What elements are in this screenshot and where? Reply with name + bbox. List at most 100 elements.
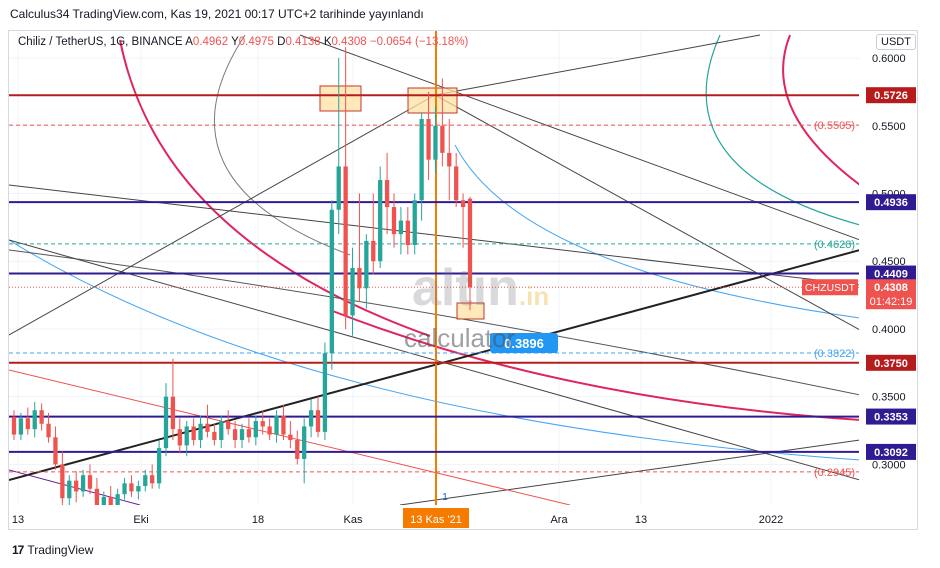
candle-body <box>253 421 258 438</box>
candle-body <box>18 418 24 435</box>
candle-body <box>308 410 314 427</box>
fan-line-4 <box>299 34 859 241</box>
watermark-tld: .in <box>518 281 550 311</box>
footer-brand-name: TradingView <box>27 543 94 557</box>
candle-body <box>343 166 348 316</box>
level-badge <box>866 354 916 371</box>
candle-body <box>378 179 383 262</box>
watermark-sub: calculator <box>404 323 516 353</box>
level-badge <box>866 265 916 282</box>
candle-body <box>156 448 162 484</box>
time-tick-label: 2022 <box>759 514 783 526</box>
candle-body <box>412 200 417 245</box>
fan-line-7 <box>399 439 859 505</box>
level-badge <box>866 194 916 211</box>
candle-body <box>80 475 86 492</box>
candle-body <box>447 152 452 167</box>
price-tick-label: 0.3000 <box>872 459 906 471</box>
candle-body <box>205 423 210 432</box>
candle-body <box>467 198 473 288</box>
candle-body <box>87 475 93 489</box>
fan-line-3 <box>434 34 761 96</box>
date-highlight-label: 13 Kas '21 <box>410 514 462 526</box>
candle-body <box>274 415 279 435</box>
level-badge <box>866 408 916 425</box>
candle-body <box>32 410 37 430</box>
footer-brand[interactable]: 17 TradingView <box>12 543 93 557</box>
watermark-brand-text: altın <box>412 259 519 317</box>
candle-body <box>191 426 196 440</box>
price-tick-label: 0.5500 <box>872 121 906 133</box>
current-price-badge <box>866 279 916 310</box>
level-label-dashed: (0.2945) <box>814 467 855 479</box>
candle-body <box>419 119 424 201</box>
level-label: 0.3092 <box>874 447 908 459</box>
candle-body <box>371 240 376 262</box>
level-label: 0.3353 <box>874 412 908 424</box>
candle-body <box>122 483 127 495</box>
change-value: −0.0654 (−13.18%) <box>369 36 469 48</box>
level-label: 0.4936 <box>874 197 908 209</box>
level-label-dashed: (0.5505) <box>814 120 855 132</box>
time-tick-label: Eki <box>133 514 148 526</box>
candle-body <box>143 475 148 487</box>
candle-body <box>232 429 238 440</box>
candle-body <box>74 480 79 492</box>
time-tick-label: Kas <box>344 514 363 526</box>
countdown-label: 01:42:19 <box>870 296 913 308</box>
candle-body <box>322 353 328 432</box>
level-label-dashed: (0.4628) <box>814 239 855 251</box>
fib-arc-blue <box>9 239 859 461</box>
ohlc-key: K <box>320 36 332 48</box>
candle-body <box>150 475 155 484</box>
candle-body <box>357 268 362 289</box>
candle-body <box>115 494 120 505</box>
candle-body <box>53 437 58 465</box>
candle-body <box>94 488 100 505</box>
candle-body <box>426 119 431 160</box>
candle-body <box>364 240 369 289</box>
candle-body <box>226 421 231 430</box>
candle-body <box>67 480 72 499</box>
candle-body <box>184 426 189 446</box>
candle-body <box>101 496 106 505</box>
candle-body <box>246 429 252 438</box>
candle-body <box>60 464 65 499</box>
ohlc-value: 0.4308 <box>331 36 367 48</box>
fan-line-1 <box>9 94 436 336</box>
ohlc-value: 0.4962 <box>192 36 229 48</box>
ohlc-value: 0.4975 <box>238 36 274 48</box>
highlight-box-top <box>407 87 458 114</box>
ohlc-values: A0.4962 Y0.4975 D0.4138 K0.4308 <box>185 36 370 48</box>
candle-body <box>329 209 334 354</box>
time-tick-label: 18 <box>252 514 264 526</box>
target-price-badge <box>490 333 558 354</box>
fib-arc-red-lower <box>329 309 859 421</box>
candle-body <box>170 396 176 430</box>
candle-body <box>239 429 245 440</box>
symbol-name: Chiliz / TetherUS, 1G, BINANCE <box>18 36 183 48</box>
ohlc-key: Y <box>228 36 239 48</box>
price-tick-label: 0.4500 <box>872 256 906 268</box>
current-price-label: 0.4308 <box>874 282 908 294</box>
candle-body <box>260 421 265 427</box>
candle-body <box>460 200 466 208</box>
ohlc-value: 0.4138 <box>285 36 321 48</box>
candle-body <box>302 426 307 459</box>
candle-body <box>136 486 141 492</box>
time-tick-label: Ara <box>550 514 568 526</box>
candle-body <box>350 268 355 316</box>
currency-button[interactable]: USDT <box>876 34 916 50</box>
highlight-box-left <box>319 85 362 112</box>
candle-body <box>219 421 224 440</box>
candle-body <box>177 429 182 446</box>
candle-body <box>163 396 169 449</box>
chart-frame[interactable] <box>8 30 918 530</box>
price-tick-label: 0.4000 <box>872 324 906 336</box>
fib-arc-red <box>119 39 431 337</box>
candle-body <box>212 431 217 440</box>
ohlc-key: A <box>185 36 193 48</box>
candle-body <box>11 416 17 435</box>
target-price-label: 0.3896 <box>504 336 544 351</box>
